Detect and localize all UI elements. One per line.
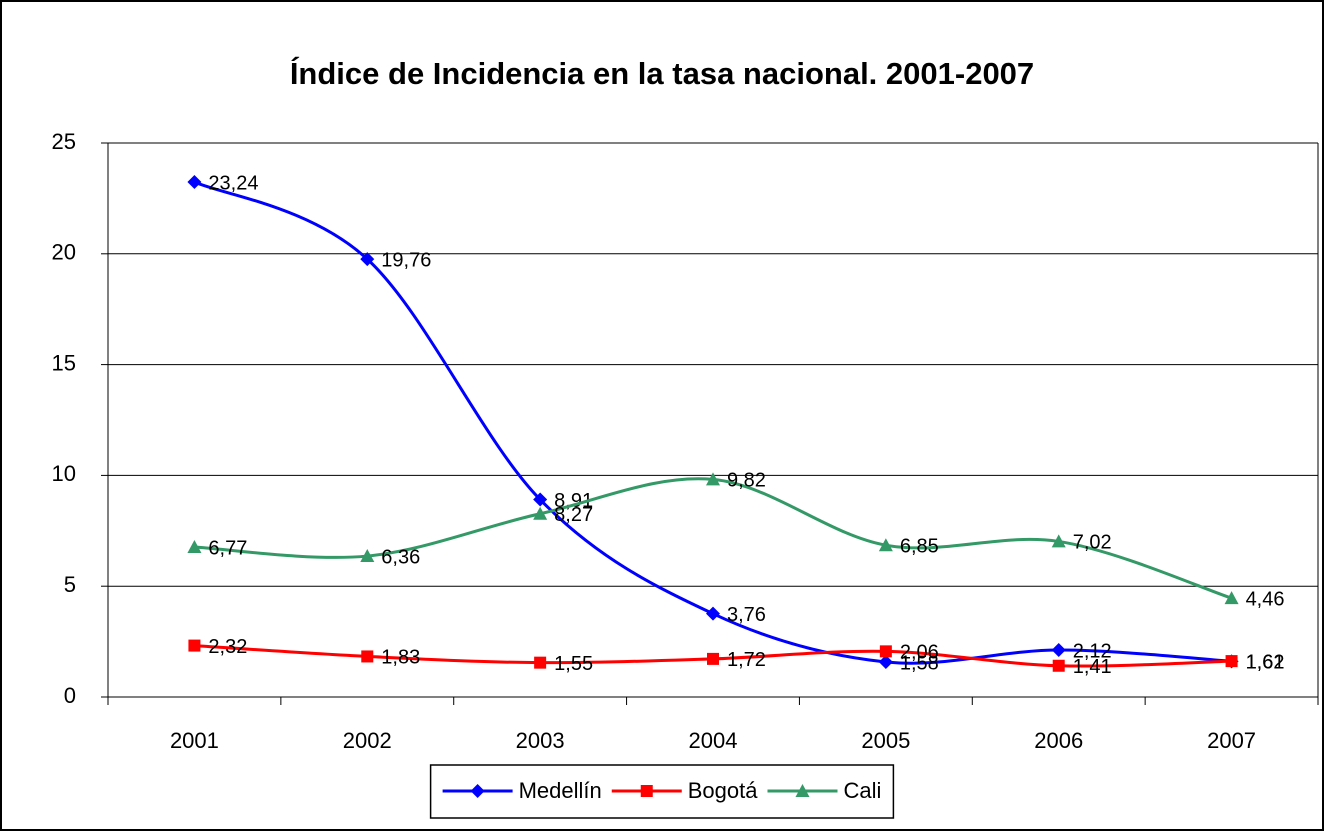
y-tick-label: 5 [64,572,76,597]
data-label: 1,41 [1073,656,1112,678]
marker [795,784,810,797]
legend: Medellín Bogotá Cali [429,764,895,819]
marker [878,538,893,552]
chart-title: Índice de Incidencia en la tasa nacional… [290,56,1034,91]
data-label: 1,62 [1246,651,1285,673]
data-label: 4,46 [1246,588,1285,610]
marker [188,639,201,652]
data-label: 1,61 [1246,652,1285,674]
marker [533,492,548,507]
x-tick-label: 2005 [861,728,910,753]
legend-label: Bogotá [688,778,758,803]
data-label: 1,72 [727,649,766,671]
x-tick-label: 2001 [170,728,219,753]
marker [879,645,892,658]
marker [187,175,202,190]
marker [1225,655,1238,668]
data-label: 2,06 [900,642,939,664]
x-tick-label: 2004 [689,728,738,753]
x-tick-label: 2007 [1207,728,1256,753]
data-label: 2,12 [1073,640,1112,662]
data-label: 6,36 [381,546,420,568]
marker [878,654,893,669]
marker [707,652,719,665]
marker [360,252,375,267]
data-label: 8,27 [554,504,593,526]
x-tick-label: 2006 [1034,728,1083,753]
x-tick-label: 2003 [516,728,565,753]
y-tick-label: 10 [52,461,76,486]
data-label: 6,85 [900,535,939,557]
marker [361,650,374,663]
data-label: 1,83 [381,647,420,669]
marker [1051,643,1066,658]
marker [534,656,547,669]
marker [640,785,653,797]
data-label: 1,58 [900,652,939,674]
marker [360,549,375,563]
data-label: 9,82 [727,470,766,492]
y-tick-label: 15 [52,350,76,375]
data-label: 23,24 [208,172,258,194]
y-tick-label: 0 [64,683,76,708]
marker [1224,591,1239,605]
y-tick-label: 20 [52,240,76,265]
marker [1051,534,1066,548]
marker [470,784,485,798]
data-label: 1,55 [554,653,593,675]
y-tick-label: 25 [52,129,76,154]
marker [706,606,720,621]
data-label: 19,76 [381,249,431,271]
x-tick-label: 2002 [343,728,392,753]
legend-label: Cali [843,778,881,803]
data-label: 6,77 [208,537,247,559]
marker [706,472,720,486]
data-label: 3,76 [727,604,766,626]
marker [187,539,202,553]
data-label: 2,32 [208,636,247,658]
data-label: 7,02 [1073,532,1112,554]
marker [533,506,548,520]
legend-label: Medellín [519,778,602,803]
marker [1052,659,1065,672]
